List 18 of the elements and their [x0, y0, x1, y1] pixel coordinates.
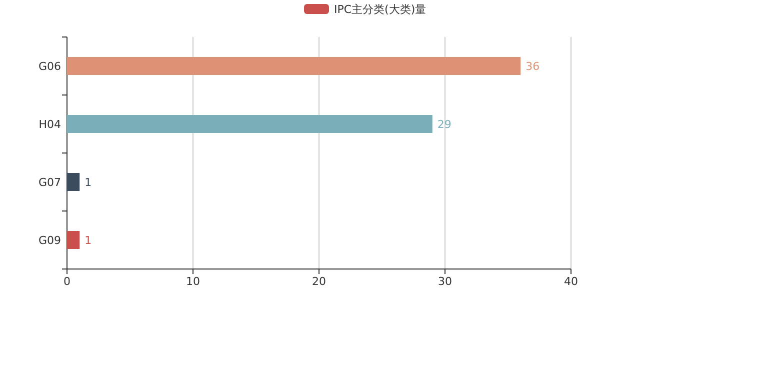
y-tick-label: G09: [38, 234, 61, 247]
y-tick-label: G06: [38, 60, 61, 73]
bar: [67, 57, 521, 75]
y-tick-label: G07: [38, 176, 61, 189]
data-label: 1: [84, 234, 92, 247]
x-tick-label: 40: [564, 275, 578, 288]
x-tick-label: 30: [438, 275, 452, 288]
bar: [67, 115, 432, 133]
bar: [67, 173, 80, 191]
y-tick-label: H04: [38, 118, 61, 131]
x-tick-label: 10: [186, 275, 200, 288]
legend-label: IPC主分类(大类)量: [334, 3, 426, 16]
data-label: 36: [526, 60, 540, 73]
data-label: 1: [84, 176, 92, 189]
x-tick-label: 0: [64, 275, 70, 288]
x-tick-label: 20: [312, 275, 326, 288]
data-label: 29: [437, 118, 452, 131]
bar: [67, 231, 80, 249]
